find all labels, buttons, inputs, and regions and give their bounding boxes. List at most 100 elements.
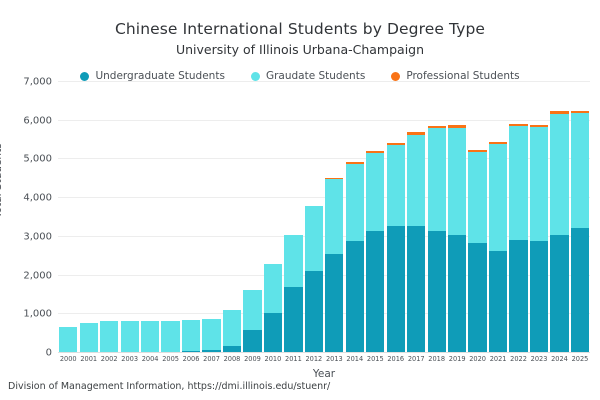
bar-column[interactable] xyxy=(140,82,160,353)
bar-column[interactable] xyxy=(222,82,242,353)
legend-item-2[interactable]: Professional Students xyxy=(391,70,520,82)
x-tick-label: 2006 xyxy=(182,355,200,363)
chart-subtitle: University of Illinois Urbana-Champaign xyxy=(175,42,425,57)
bar-column[interactable] xyxy=(100,82,119,353)
x-tick-label: 2002 xyxy=(100,355,118,363)
gridline xyxy=(58,274,590,276)
bar-column[interactable] xyxy=(448,82,467,353)
bar-column[interactable] xyxy=(570,82,590,353)
bar-column[interactable] xyxy=(120,82,139,353)
bar-column[interactable] xyxy=(181,82,201,353)
bar-segment xyxy=(529,127,549,241)
source-footer: Division of Management Information, http… xyxy=(8,381,331,392)
bar-segment xyxy=(468,243,487,353)
gridline xyxy=(58,119,590,121)
bar-segment xyxy=(427,231,446,353)
x-tick-label: 2020 xyxy=(469,355,486,363)
x-tick-label: 2015 xyxy=(366,355,384,363)
bar-segment xyxy=(181,350,201,353)
bar-segment xyxy=(529,125,549,128)
y-tick-label: 1,000 xyxy=(23,308,52,320)
bar-segment xyxy=(100,321,119,352)
bar-column[interactable] xyxy=(243,82,262,353)
y-tick-label: 5,000 xyxy=(23,153,52,165)
bar-segment xyxy=(550,113,569,236)
bar-column[interactable] xyxy=(407,82,426,353)
y-tick-label: 6,000 xyxy=(23,115,52,127)
bar-segment xyxy=(386,145,405,227)
bar-column[interactable] xyxy=(386,82,405,353)
bar-segment xyxy=(509,239,528,353)
bar-column[interactable] xyxy=(59,82,78,353)
bar-column[interactable] xyxy=(550,82,569,353)
x-axis-label: Year xyxy=(312,368,336,380)
bar-column[interactable] xyxy=(529,82,549,353)
bar-segment xyxy=(448,125,467,128)
gridline xyxy=(58,313,590,315)
x-tick-label: 2003 xyxy=(121,355,139,363)
y-tick-label: 0 xyxy=(45,347,52,359)
bar-segment xyxy=(304,205,323,271)
bar-segment xyxy=(407,132,426,135)
legend-label: Graudate Students xyxy=(265,70,366,82)
x-tick-label: 2016 xyxy=(387,355,405,363)
x-tick-label: 2021 xyxy=(489,355,507,363)
bar-column[interactable] xyxy=(509,82,528,353)
chart-legend: Undergraduate Students Graudate Students P… xyxy=(0,70,600,82)
bar-segment xyxy=(202,350,221,353)
x-tick-label: 2000 xyxy=(59,355,77,363)
bar-segment xyxy=(161,320,180,352)
legend-item-1[interactable]: Graudate Students xyxy=(250,70,366,82)
bar-column[interactable] xyxy=(202,82,221,353)
bar-segment xyxy=(509,126,528,240)
axis-baseline xyxy=(58,352,590,353)
chart-title: Chinese International Students by Degree… xyxy=(114,20,486,38)
bar-segment xyxy=(345,163,364,242)
bar-column[interactable] xyxy=(284,82,303,353)
bar-segment xyxy=(488,251,508,353)
bar-segment xyxy=(345,241,364,353)
bar-segment xyxy=(427,126,446,129)
bar-column[interactable] xyxy=(427,82,446,353)
bar-segment xyxy=(345,162,364,164)
x-tick-label: 2014 xyxy=(346,355,364,363)
gridline xyxy=(58,158,590,160)
bar-segment xyxy=(222,310,242,347)
y-tick-label: 7,000 xyxy=(23,76,52,88)
bar-segment xyxy=(570,111,590,114)
bar-segment xyxy=(488,143,508,252)
bar-column[interactable] xyxy=(345,82,364,353)
bar-segment xyxy=(202,319,221,351)
bar-segment xyxy=(509,124,528,127)
bar-column[interactable] xyxy=(161,82,180,353)
bar-segment xyxy=(325,177,344,180)
bar-segment xyxy=(263,264,283,313)
bar-segment xyxy=(407,134,426,227)
bar-column[interactable] xyxy=(468,82,487,353)
bar-segment xyxy=(263,312,283,353)
plot-area xyxy=(58,81,590,353)
x-tick-label: 2012 xyxy=(305,355,323,363)
legend-item-0[interactable]: Undergraduate Students xyxy=(80,70,225,82)
gridline xyxy=(58,197,590,199)
bar-segment xyxy=(304,270,323,353)
legend-label: Undergraduate Students xyxy=(95,70,225,82)
y-tick-label: 2,000 xyxy=(23,270,52,282)
bar-column[interactable] xyxy=(366,82,385,353)
bar-segment xyxy=(243,329,262,353)
bar-column[interactable] xyxy=(325,82,344,353)
bar-segment xyxy=(386,226,405,353)
legend-swatch-icon xyxy=(250,71,260,81)
bar-column[interactable] xyxy=(488,82,508,353)
bar-segment xyxy=(59,327,78,353)
legend-swatch-icon xyxy=(391,71,401,81)
x-tick-label: 2024 xyxy=(551,355,568,363)
y-tick-label: 3,000 xyxy=(23,231,52,243)
x-tick-label: 2017 xyxy=(407,355,425,363)
bar-segment xyxy=(325,179,344,254)
bar-segment xyxy=(529,240,549,353)
bar-column[interactable] xyxy=(263,82,283,353)
bar-column[interactable] xyxy=(79,82,98,353)
bar-column[interactable] xyxy=(304,82,323,353)
bar-segment xyxy=(181,319,201,351)
